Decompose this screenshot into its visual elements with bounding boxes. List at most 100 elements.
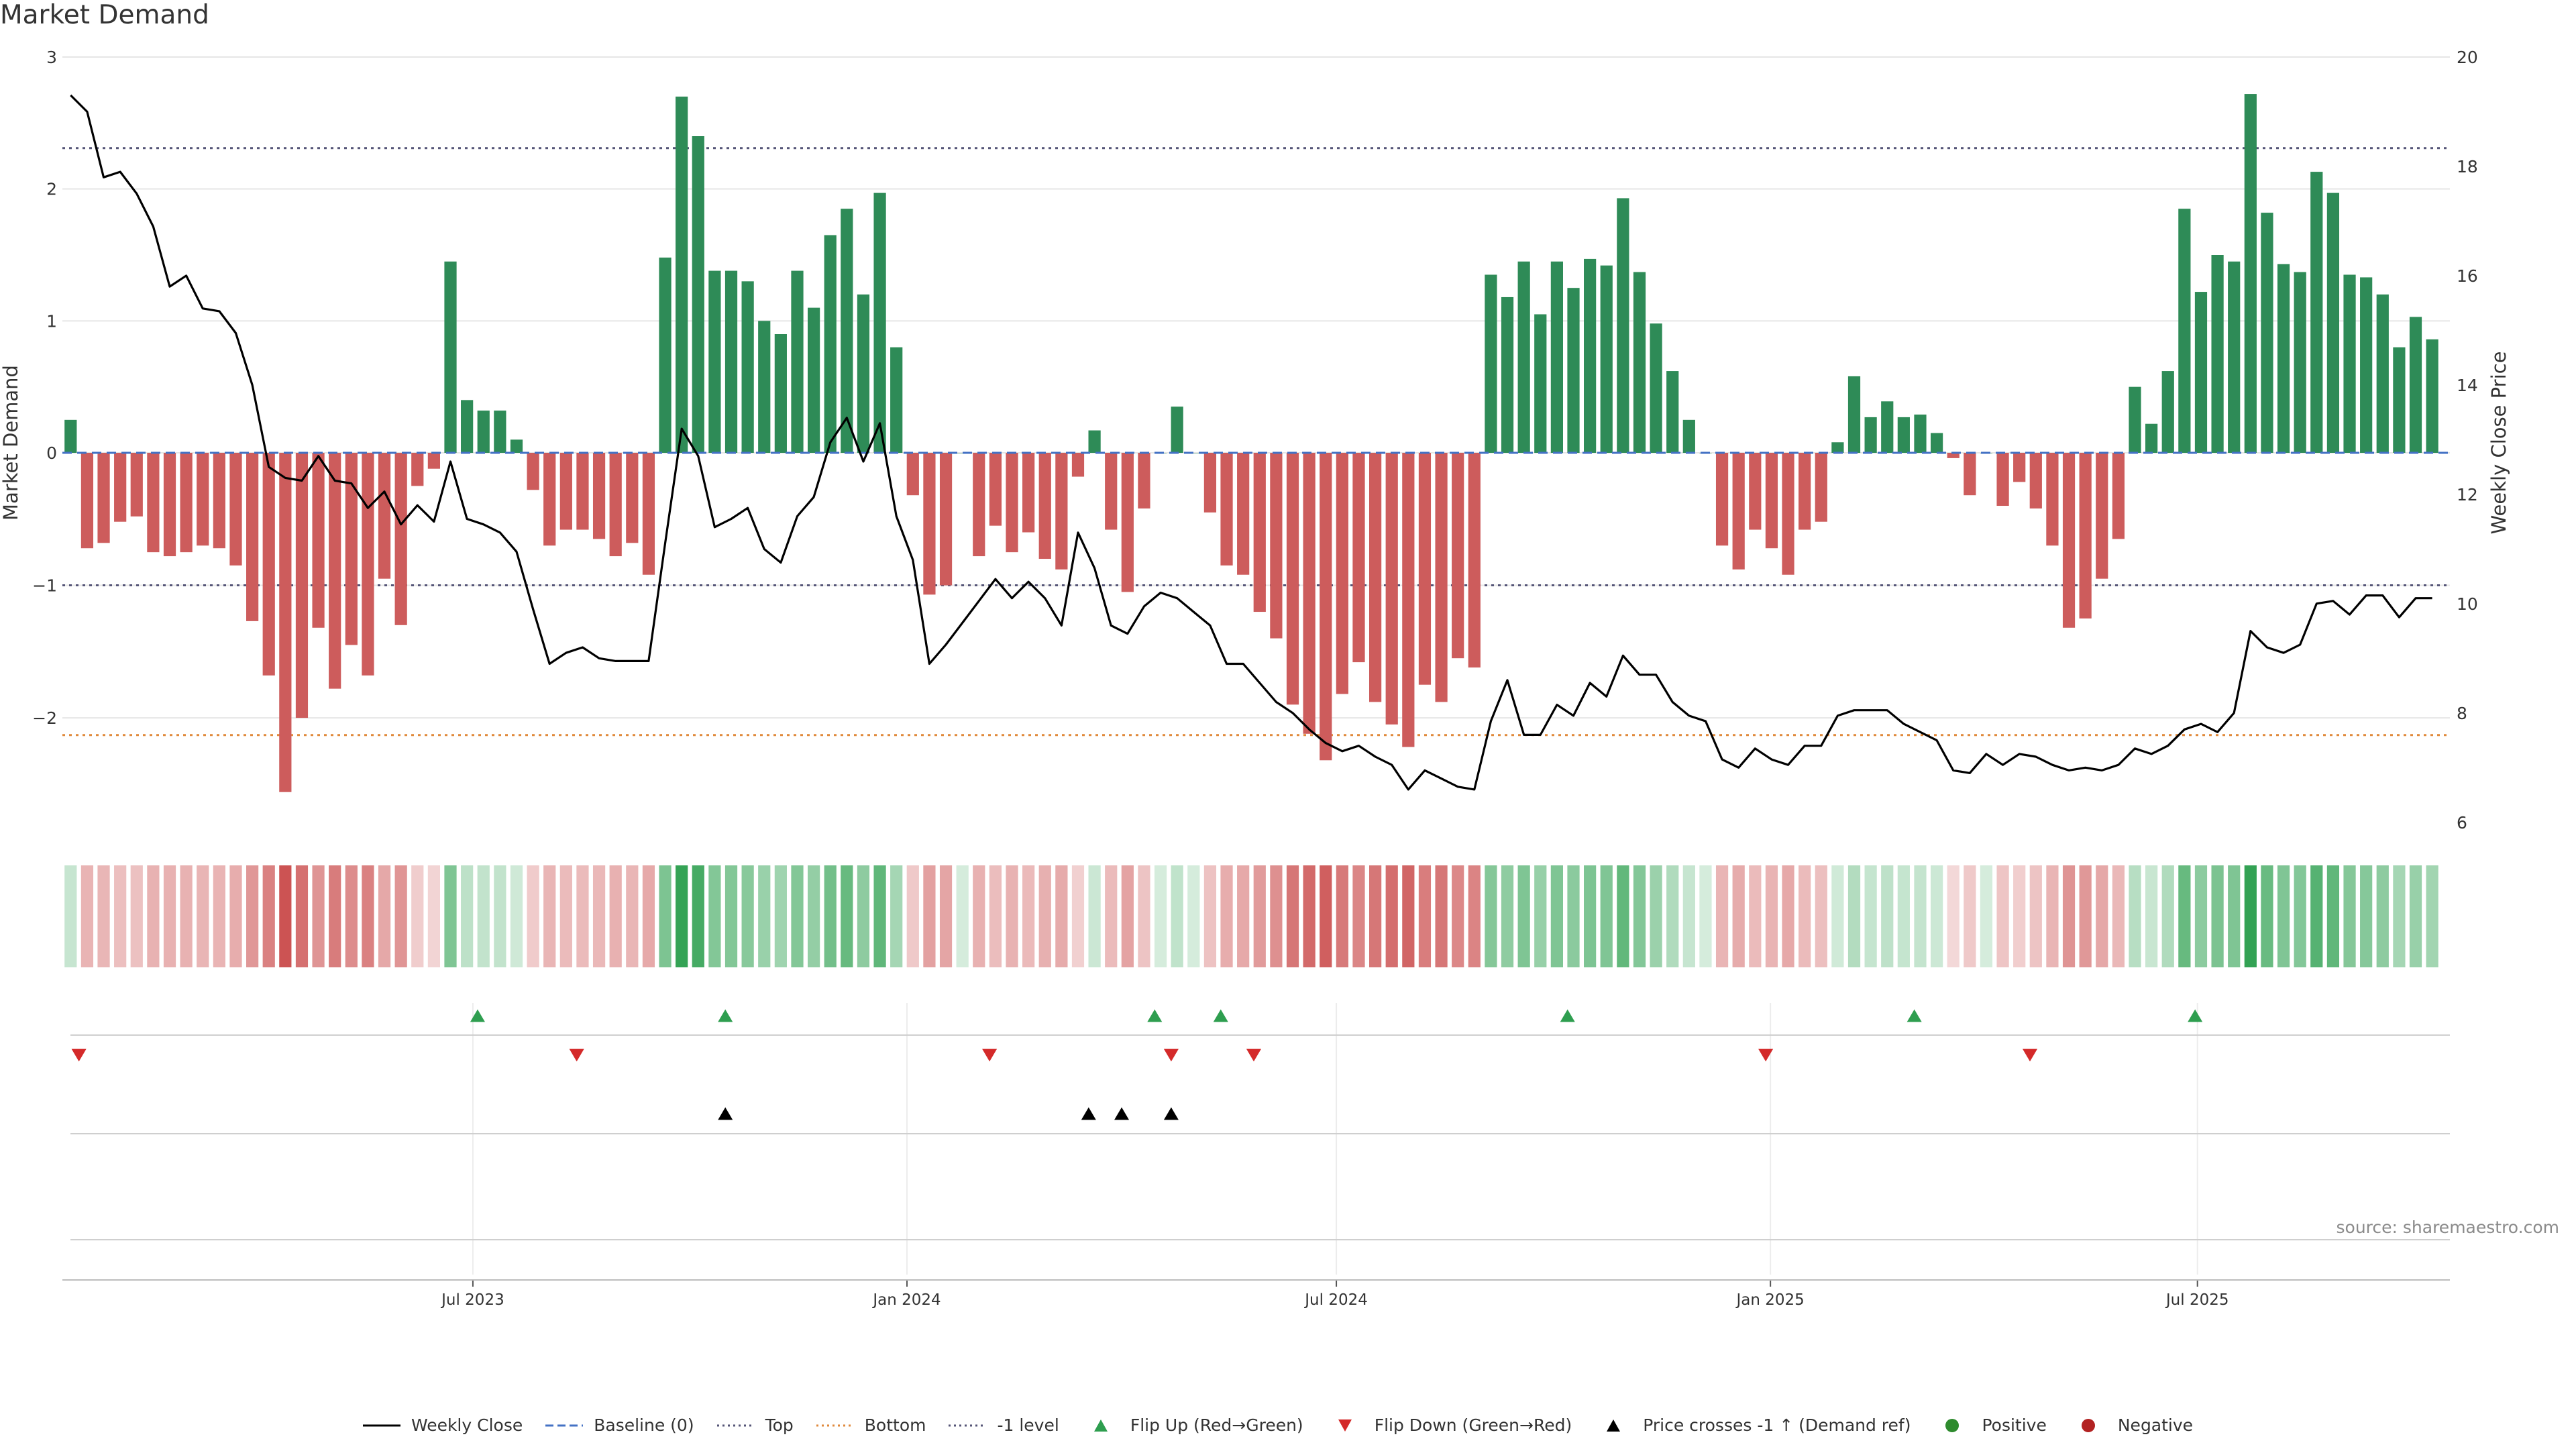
demand-bar [97,453,110,543]
heat-strip-cell [1600,865,1613,967]
y2-tick-label: 14 [2457,376,2478,395]
heat-strip-cell [1930,865,1943,967]
demand-bar [1930,433,1943,453]
demand-bar [2228,261,2241,453]
heat-strip-cell [1237,865,1250,967]
heat-strip-cell [2426,865,2438,967]
heat-strip-cell [1055,865,1068,967]
y2-tick-label: 12 [2457,485,2478,504]
heat-strip-cell [1368,865,1382,967]
y-tick-label: −1 [32,576,57,596]
demand-bar [708,270,721,453]
flip-down-marker [1163,1049,1179,1062]
legend-label: Flip Up (Red→Green) [1130,1415,1303,1435]
demand-bar [1650,323,1662,453]
demand-bar [1947,453,1960,458]
heat-strip-cell [1435,865,1448,967]
demand-bar [741,281,754,453]
heat-strip-cell [824,865,837,967]
demand-bar [2211,255,2224,453]
demand-bar [1996,453,2009,506]
heat-strip-cell [973,865,985,967]
heat-strip-cell [411,865,424,967]
legend-label: Top [765,1415,794,1435]
y-tick-label: 1 [46,311,57,331]
demand-bar [1336,453,1348,694]
legend-item: Weekly Close [362,1415,523,1435]
heat-strip-cell [543,865,556,967]
heat-strip-cell [1567,865,1580,967]
demand-bar [1847,376,1861,453]
price-cross-marker [1163,1107,1179,1120]
demand-bar [543,453,556,546]
heat-strip-cell [1138,865,1150,967]
legend-label: Weekly Close [411,1415,523,1435]
demand-bar [1765,453,1778,549]
legend-item: Bottom [815,1415,926,1435]
heat-strip-cell [939,865,953,967]
demand-bar [1105,453,1118,530]
y-axis-label: Market Demand [0,365,22,521]
heat-strip-cell [1501,865,1514,967]
heat-strip-cell [2360,865,2373,967]
heat-strip-cell [2228,865,2241,967]
demand-bar [989,453,1002,526]
y-tick-label: 0 [46,443,57,463]
demand-bar [1253,453,1266,612]
demand-bar [2294,272,2306,453]
heat-strip-cell [2178,865,2191,967]
heat-strip-cell [1699,865,1712,967]
flip-down-marker [71,1049,87,1062]
heat-strip-cell [2277,865,2290,967]
flip-up-marker [2188,1009,2203,1022]
demand-bar [246,453,259,621]
demand-bar [1006,453,1018,553]
legend-label: Positive [1982,1415,2047,1435]
demand-bar [262,453,275,676]
flip-down-marker [982,1049,998,1062]
heat-strip-cell [758,865,771,967]
heat-strip-cell [2062,865,2076,967]
heat-strip-cell [890,865,903,967]
demand-bar [1418,453,1432,685]
demand-bar [824,235,837,453]
demand-bar [1914,414,1927,453]
y2-tick-label: 20 [2457,48,2478,67]
demand-bar [1550,261,1564,453]
heat-strip-cell [1468,865,1481,967]
heat-strip-cell [559,865,572,967]
x-tick-label: Jul 2024 [1303,1291,1368,1309]
heat-strip-cell [1452,865,1464,967]
demand-bar [1501,297,1514,453]
heat-strip-cell [527,865,539,967]
heat-strip-cell [2376,865,2389,967]
demand-bar [890,347,903,453]
weekly-close-line [70,94,2432,791]
heat-strip-cell [1633,865,1646,967]
x-tick-label: Jan 2025 [1735,1291,1805,1309]
heat-strip-cell [2194,865,2208,967]
demand-bar [939,453,953,586]
demand-bar [1138,453,1150,508]
demand-bar [197,453,209,546]
heat-strip-cell [444,865,457,967]
heat-strip-cell [807,865,820,967]
demand-bar [329,453,341,689]
heat-strip-cell [312,865,325,967]
demand-bar [2310,172,2323,453]
demand-bar [378,453,391,579]
heat-strip-cell [2029,865,2042,967]
demand-bar [130,453,143,517]
demand-bar [609,453,622,557]
legend-symbol-icon [1093,1419,1108,1432]
heat-strip-cell [2145,865,2158,967]
heat-strip-cell [295,865,309,967]
heat-strip-cell [2294,865,2306,967]
heat-strip-cell [2244,865,2257,967]
heat-strip-cell [477,865,490,967]
heat-strip-cell [592,865,606,967]
demand-bar [213,453,225,549]
heat-strip-cell [1220,865,1233,967]
heat-strip-cell [1584,865,1597,967]
price-cross-marker [718,1107,733,1120]
